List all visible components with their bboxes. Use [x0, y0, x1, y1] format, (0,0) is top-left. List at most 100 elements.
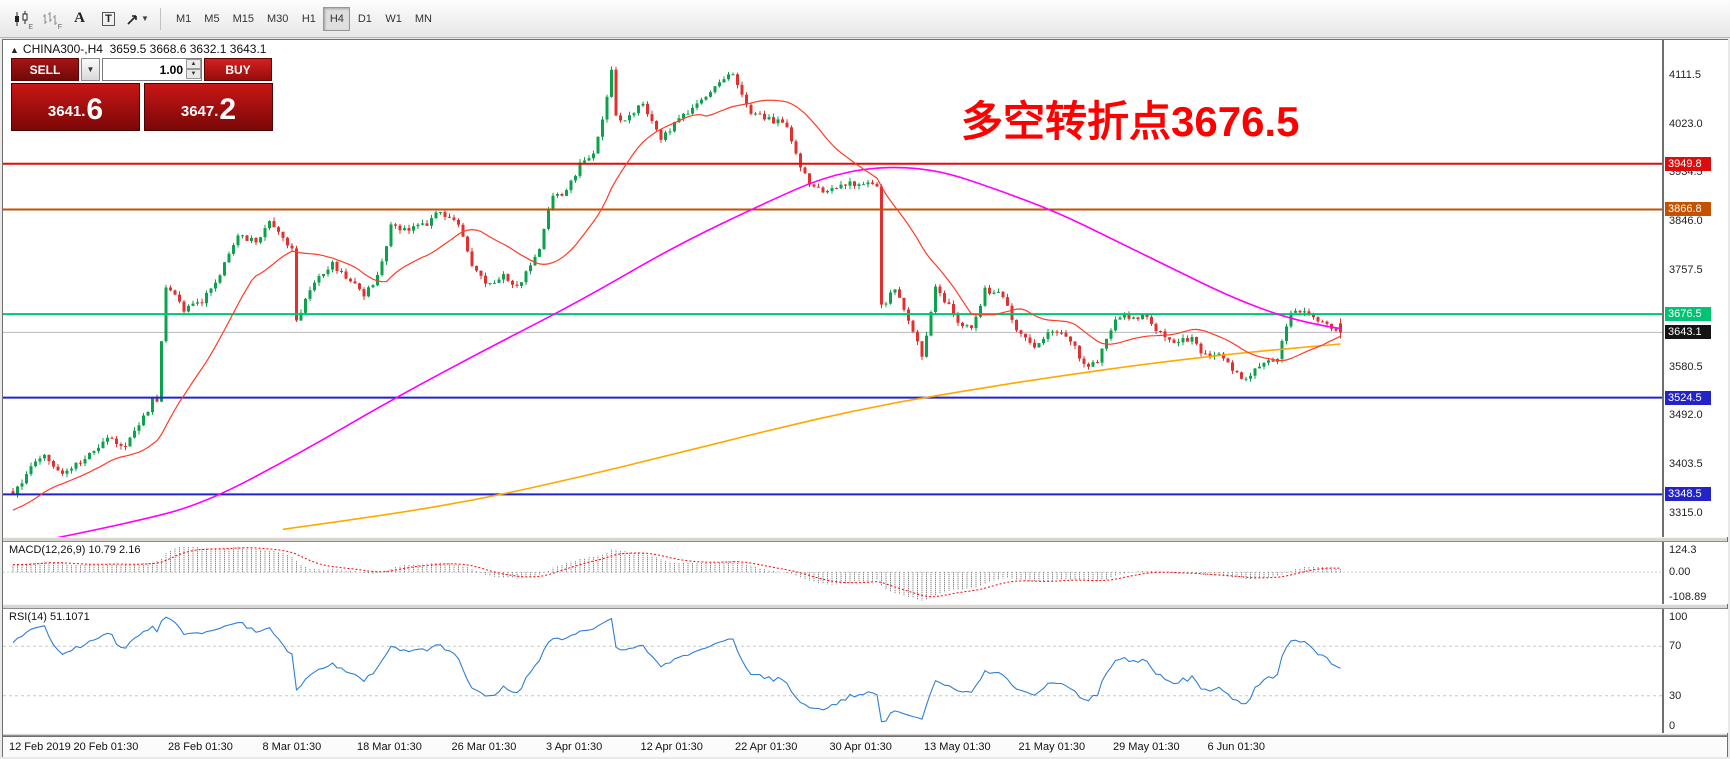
- time-label: 12 Feb 2019: [9, 741, 71, 753]
- timeframe-button-m5[interactable]: M5: [204, 12, 220, 25]
- panel-separator[interactable]: [3, 733, 1727, 736]
- main-plot[interactable]: ▲ CHINA300-,H4 3659.5 3668.6 3632.1 3643.…: [3, 40, 1663, 537]
- ma-medium-line: [57, 166, 1341, 537]
- time-axis[interactable]: 12 Feb 2019 20 Feb 01:30 28 Feb 01:30 8 Mar…: [3, 736, 1727, 757]
- rsi-axis-tick: 100: [1669, 611, 1688, 623]
- buy-price-display[interactable]: 3647. 2: [144, 83, 273, 131]
- rsi-line: [12, 616, 1341, 723]
- price-tick: 3492.0: [1669, 409, 1703, 422]
- toolbar-separator: [160, 7, 161, 30]
- time-label: 22 Apr 01:30: [735, 741, 798, 753]
- time-label: 8 Mar 01:30: [262, 741, 322, 753]
- macd-axis-tick: 124.3: [1669, 544, 1697, 556]
- time-label: 26 Mar 01:30: [451, 741, 517, 753]
- chevron-down-icon: ▼: [141, 14, 149, 23]
- bar-chart-button[interactable]: F: [37, 6, 64, 32]
- macd-plot[interactable]: MACD(12,26,9) 10.79 2.16: [3, 542, 1663, 604]
- timeframe-button-m30[interactable]: M30: [266, 12, 289, 25]
- rsi-axis-tick: 70: [1669, 640, 1682, 653]
- draw-tool-button[interactable]: ▼: [124, 6, 151, 32]
- bar-chart-icon: [43, 11, 57, 25]
- price-axis[interactable]: 4111.54023.03934.53846.03757.53669.03580…: [1663, 40, 1728, 537]
- macd-histogram: [12, 546, 1341, 601]
- time-label: 20 Feb 01:30: [73, 741, 139, 753]
- price-tick: 4023.0: [1669, 117, 1703, 130]
- time-label: 28 Feb 01:30: [168, 741, 233, 753]
- time-label: 6 Jun 01:30: [1207, 741, 1266, 753]
- ohlc-close: 3643.1: [229, 42, 267, 56]
- ohlc-open: 3659.5: [109, 42, 147, 56]
- toolbar: E F A T ▼ M1 M5 M15 M30 H1 H4 D1 W1 MN: [0, 0, 1730, 38]
- time-label: 3 Apr 01:30: [546, 741, 603, 753]
- current-price-badge: 3643.1: [1665, 325, 1711, 340]
- panel-separator[interactable]: [3, 537, 1727, 542]
- price-tick: 3757.5: [1669, 263, 1703, 276]
- macd-axis-tick: -108.89: [1669, 591, 1707, 603]
- timeframe-group: M1 M5 M15 M30 H1 H4 D1 W1 MN: [170, 6, 438, 31]
- text-annotation-button[interactable]: A: [66, 6, 93, 32]
- sell-price-pip: 6: [86, 93, 104, 126]
- chart-text-annotation: 多空转折点3676.5: [961, 98, 1300, 145]
- textbox-tool-button[interactable]: T: [95, 6, 122, 32]
- price-chart-svg: [3, 66, 1662, 537]
- price-tick: 3846.0: [1669, 214, 1703, 227]
- draw-tool-icon: [127, 14, 137, 25]
- price-tick: 3580.5: [1669, 360, 1703, 373]
- ma-fast-line: [12, 99, 1341, 511]
- ma-slow-line: [282, 343, 1341, 531]
- level-price-badge: 3524.5: [1665, 390, 1711, 405]
- panel-separator[interactable]: [3, 604, 1727, 609]
- rsi-axis[interactable]: 100 70 30 0: [1663, 609, 1728, 733]
- level-price-badge: 3949.8: [1665, 156, 1711, 171]
- rsi-axis-tick: 0: [1669, 720, 1676, 732]
- textbox-tool-icon: T: [102, 11, 115, 26]
- buy-button[interactable]: BUY: [204, 58, 272, 81]
- sell-price-main: 3641.: [47, 103, 86, 120]
- candles: [11, 66, 1342, 498]
- time-label: 30 Apr 01:30: [829, 741, 892, 753]
- candlestick-chart-icon: [15, 10, 28, 26]
- ohlc-high: 3668.6: [149, 42, 187, 56]
- time-label: 13 May 01:30: [924, 741, 991, 753]
- time-label: 21 May 01:30: [1018, 741, 1086, 753]
- icon-shortcut-label: F: [57, 23, 62, 31]
- buy-price-pip: 2: [219, 93, 237, 126]
- timeframe-button-m15[interactable]: M15: [232, 12, 254, 25]
- volume-increase-button[interactable]: ▲: [186, 59, 201, 69]
- macd-signal-line: [12, 547, 1341, 598]
- level-price-badge: 3676.5: [1665, 307, 1711, 322]
- macd-axis-tick: 0.00: [1669, 566, 1691, 579]
- symbol-info-bar: ▲ CHINA300-,H4 3659.5 3668.6 3632.1 3643.…: [10, 42, 266, 56]
- icon-shortcut-label: E: [28, 23, 33, 31]
- buy-price-main: 3647.: [180, 103, 219, 120]
- macd-label: MACD(12,26,9) 10.79 2.16: [9, 544, 141, 556]
- macd-axis[interactable]: 124.3 0.00 -108.89: [1663, 542, 1728, 604]
- timeframe-button-m1[interactable]: M1: [176, 12, 192, 25]
- macd-svg: [3, 546, 1662, 601]
- one-click-trade-panel: SELL ▼ ▲ ▼ BUY 3641.6 3647.2: [11, 58, 273, 131]
- price-tick: 3403.5: [1669, 458, 1703, 471]
- sell-price-display[interactable]: 3641. 6: [11, 83, 140, 131]
- rsi-svg: [3, 616, 1662, 723]
- sell-button[interactable]: SELL: [11, 58, 79, 81]
- time-label: 18 Mar 01:30: [357, 741, 422, 753]
- rsi-plot[interactable]: RSI(14) 51.1071: [3, 609, 1663, 733]
- symbol-collapse-arrow-icon[interactable]: ▲: [10, 45, 19, 55]
- price-tick: 4111.5: [1669, 68, 1702, 81]
- volume-decrease-button[interactable]: ▼: [186, 69, 201, 79]
- timeframe-button-mn[interactable]: MN: [414, 12, 432, 25]
- order-type-dropdown[interactable]: ▼: [81, 58, 100, 81]
- candlestick-chart-button[interactable]: E: [8, 6, 35, 32]
- rsi-label: RSI(14) 51.1071: [9, 611, 90, 623]
- level-price-badge: 3866.8: [1665, 202, 1711, 217]
- price-tick: 3315.0: [1669, 506, 1703, 519]
- timeframe-button-d1[interactable]: D1: [357, 12, 372, 25]
- timeframe-button-h4[interactable]: H4: [323, 6, 351, 31]
- volume-input[interactable]: [102, 58, 202, 81]
- time-label: 12 Apr 01:30: [640, 741, 703, 753]
- timeframe-button-w1[interactable]: W1: [385, 12, 402, 25]
- symbol-name: CHINA300-,H4: [22, 42, 103, 56]
- time-label: 29 May 01:30: [1113, 741, 1180, 753]
- timeframe-button-h1[interactable]: H1: [301, 12, 316, 25]
- ohlc-low: 3632.1: [189, 42, 227, 56]
